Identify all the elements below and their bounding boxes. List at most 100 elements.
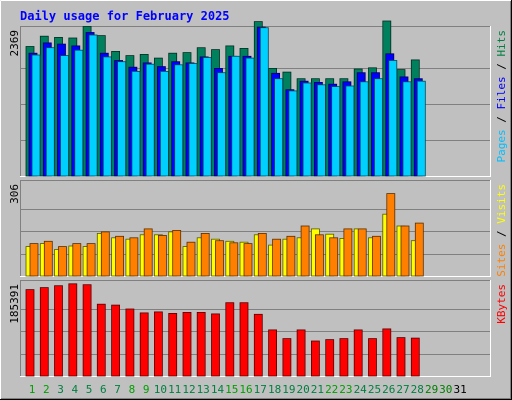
bar-sites-day-3 xyxy=(58,246,67,277)
day-label-29: 29 xyxy=(425,383,438,396)
y-max-label: 185391 xyxy=(8,284,21,324)
legend-entry: KBytes xyxy=(495,284,508,324)
bar-kbytes-day-12 xyxy=(182,311,192,377)
bar-pages-day-3 xyxy=(60,55,69,177)
bar-pages-day-6 xyxy=(102,56,112,177)
bar-kbytes-day-7 xyxy=(111,304,120,377)
panel-visits-sites: 306 Sites / Visits xyxy=(8,180,508,277)
legend-entry: Sites xyxy=(495,244,508,277)
bar-pages-day-18 xyxy=(274,78,284,177)
bar-pages-day-14 xyxy=(217,72,226,177)
bar-pages-day-4 xyxy=(74,49,84,177)
bar-pages-day-5 xyxy=(88,34,98,177)
bar-kbytes-day-14 xyxy=(211,313,220,377)
day-label-16: 16 xyxy=(239,383,252,396)
bar-pages-day-19 xyxy=(288,90,298,177)
bar-sites-day-19 xyxy=(286,235,296,277)
bar-pages-day-20 xyxy=(302,82,312,177)
day-label-14: 14 xyxy=(211,383,225,396)
panel-hits-files-pages: 2369 Pages / Files / Hits xyxy=(8,20,508,177)
day-label-23: 23 xyxy=(339,383,352,396)
bar-kbytes-day-3 xyxy=(54,285,63,377)
bar-kbytes-day-23 xyxy=(339,338,349,377)
day-label-24: 24 xyxy=(354,383,368,396)
bar-kbytes-day-11 xyxy=(168,312,178,377)
day-label-1: 1 xyxy=(29,383,36,396)
bar-pages-day-28 xyxy=(416,80,426,177)
bar-kbytes-day-6 xyxy=(96,303,106,377)
bar-pages-day-26 xyxy=(388,60,398,177)
bar-sites-day-10 xyxy=(157,234,167,277)
bar-pages-day-9 xyxy=(145,63,155,177)
bar-sites-day-25 xyxy=(372,235,381,277)
bar-pages-day-16 xyxy=(245,57,255,177)
bar-pages-day-12 xyxy=(188,63,198,177)
bar-sites-day-28 xyxy=(414,222,424,277)
series-legend: KBytes xyxy=(495,284,508,324)
bar-pages-day-2 xyxy=(45,47,55,177)
series-legend: Pages / Files / Hits xyxy=(495,30,508,163)
day-label-27: 27 xyxy=(396,383,409,396)
day-label-31: 31 xyxy=(453,383,466,396)
bar-pages-day-21 xyxy=(316,84,326,177)
bar-kbytes-day-21 xyxy=(310,340,320,377)
panel-kbytes: 185391 KBytes xyxy=(8,280,508,377)
bar-pages-day-1 xyxy=(31,54,41,177)
bar-sites-day-24 xyxy=(357,228,367,277)
day-label-5: 5 xyxy=(86,383,93,396)
bar-kbytes-day-8 xyxy=(125,308,135,377)
day-label-8: 8 xyxy=(129,383,136,396)
bar-sites-day-13 xyxy=(200,232,210,277)
bar-sites-day-20 xyxy=(300,225,310,277)
bar-kbytes-day-9 xyxy=(139,312,149,377)
day-label-12: 12 xyxy=(182,383,195,396)
bar-sites-day-11 xyxy=(172,229,182,277)
bar-pages-day-7 xyxy=(117,61,126,177)
day-label-10: 10 xyxy=(154,383,167,396)
bar-sites-day-8 xyxy=(129,237,139,277)
bar-pages-day-17 xyxy=(259,27,269,177)
day-label-19: 19 xyxy=(282,383,295,396)
day-label-21: 21 xyxy=(311,383,324,396)
bar-kbytes-day-1 xyxy=(25,289,35,377)
bar-sites-day-1 xyxy=(29,243,39,277)
bar-kbytes-day-20 xyxy=(296,329,306,377)
bar-pages-day-24 xyxy=(359,81,369,177)
bar-pages-day-25 xyxy=(374,78,383,177)
day-label-3: 3 xyxy=(57,383,64,396)
bar-sites-day-26 xyxy=(386,193,396,277)
bar-kbytes-day-25 xyxy=(368,338,377,377)
day-label-20: 20 xyxy=(296,383,309,396)
chart-title: Daily usage for February 2025 xyxy=(20,9,230,23)
legend-entry: Files xyxy=(495,76,508,109)
legend-entry: / xyxy=(495,110,508,130)
bar-sites-day-2 xyxy=(43,240,53,277)
legend-entry: Visits xyxy=(495,184,508,224)
bar-sites-day-5 xyxy=(86,243,96,277)
bar-kbytes-day-18 xyxy=(268,329,278,377)
bar-kbytes-day-28 xyxy=(410,337,420,377)
bar-pages-day-15 xyxy=(231,55,241,177)
day-label-4: 4 xyxy=(71,383,78,396)
bar-sites-day-12 xyxy=(186,241,196,277)
day-label-2: 2 xyxy=(43,383,50,396)
bar-sites-day-6 xyxy=(100,231,110,277)
bar-sites-day-15 xyxy=(229,242,239,277)
day-label-9: 9 xyxy=(143,383,150,396)
day-label-17: 17 xyxy=(254,383,267,396)
day-label-30: 30 xyxy=(439,383,452,396)
bar-sites-day-22 xyxy=(329,237,339,277)
bar-sites-day-17 xyxy=(257,232,267,277)
day-label-13: 13 xyxy=(197,383,210,396)
bar-kbytes-day-5 xyxy=(82,284,92,377)
series-legend: Sites / Visits xyxy=(495,184,508,277)
y-max-label: 306 xyxy=(8,184,21,204)
bar-kbytes-day-22 xyxy=(325,339,335,377)
bar-kbytes-day-10 xyxy=(153,311,163,377)
bar-pages-day-10 xyxy=(159,71,169,177)
bar-sites-day-27 xyxy=(400,225,410,277)
bar-pages-day-11 xyxy=(174,64,184,177)
day-label-26: 26 xyxy=(382,383,395,396)
legend-entry: Hits xyxy=(495,30,508,57)
legend-entry: / xyxy=(495,57,508,77)
